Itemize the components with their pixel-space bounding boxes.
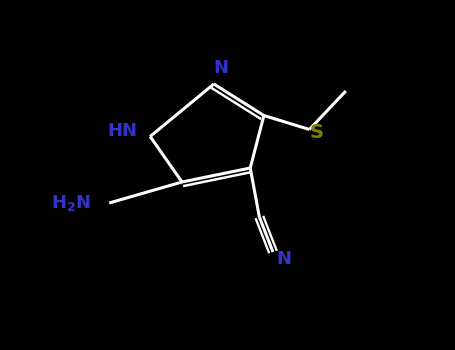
Text: S: S bbox=[309, 124, 323, 142]
Text: N: N bbox=[277, 250, 292, 268]
Text: N: N bbox=[213, 59, 228, 77]
Text: HN: HN bbox=[108, 122, 138, 140]
Text: $\mathregular{H_2N}$: $\mathregular{H_2N}$ bbox=[51, 193, 91, 213]
